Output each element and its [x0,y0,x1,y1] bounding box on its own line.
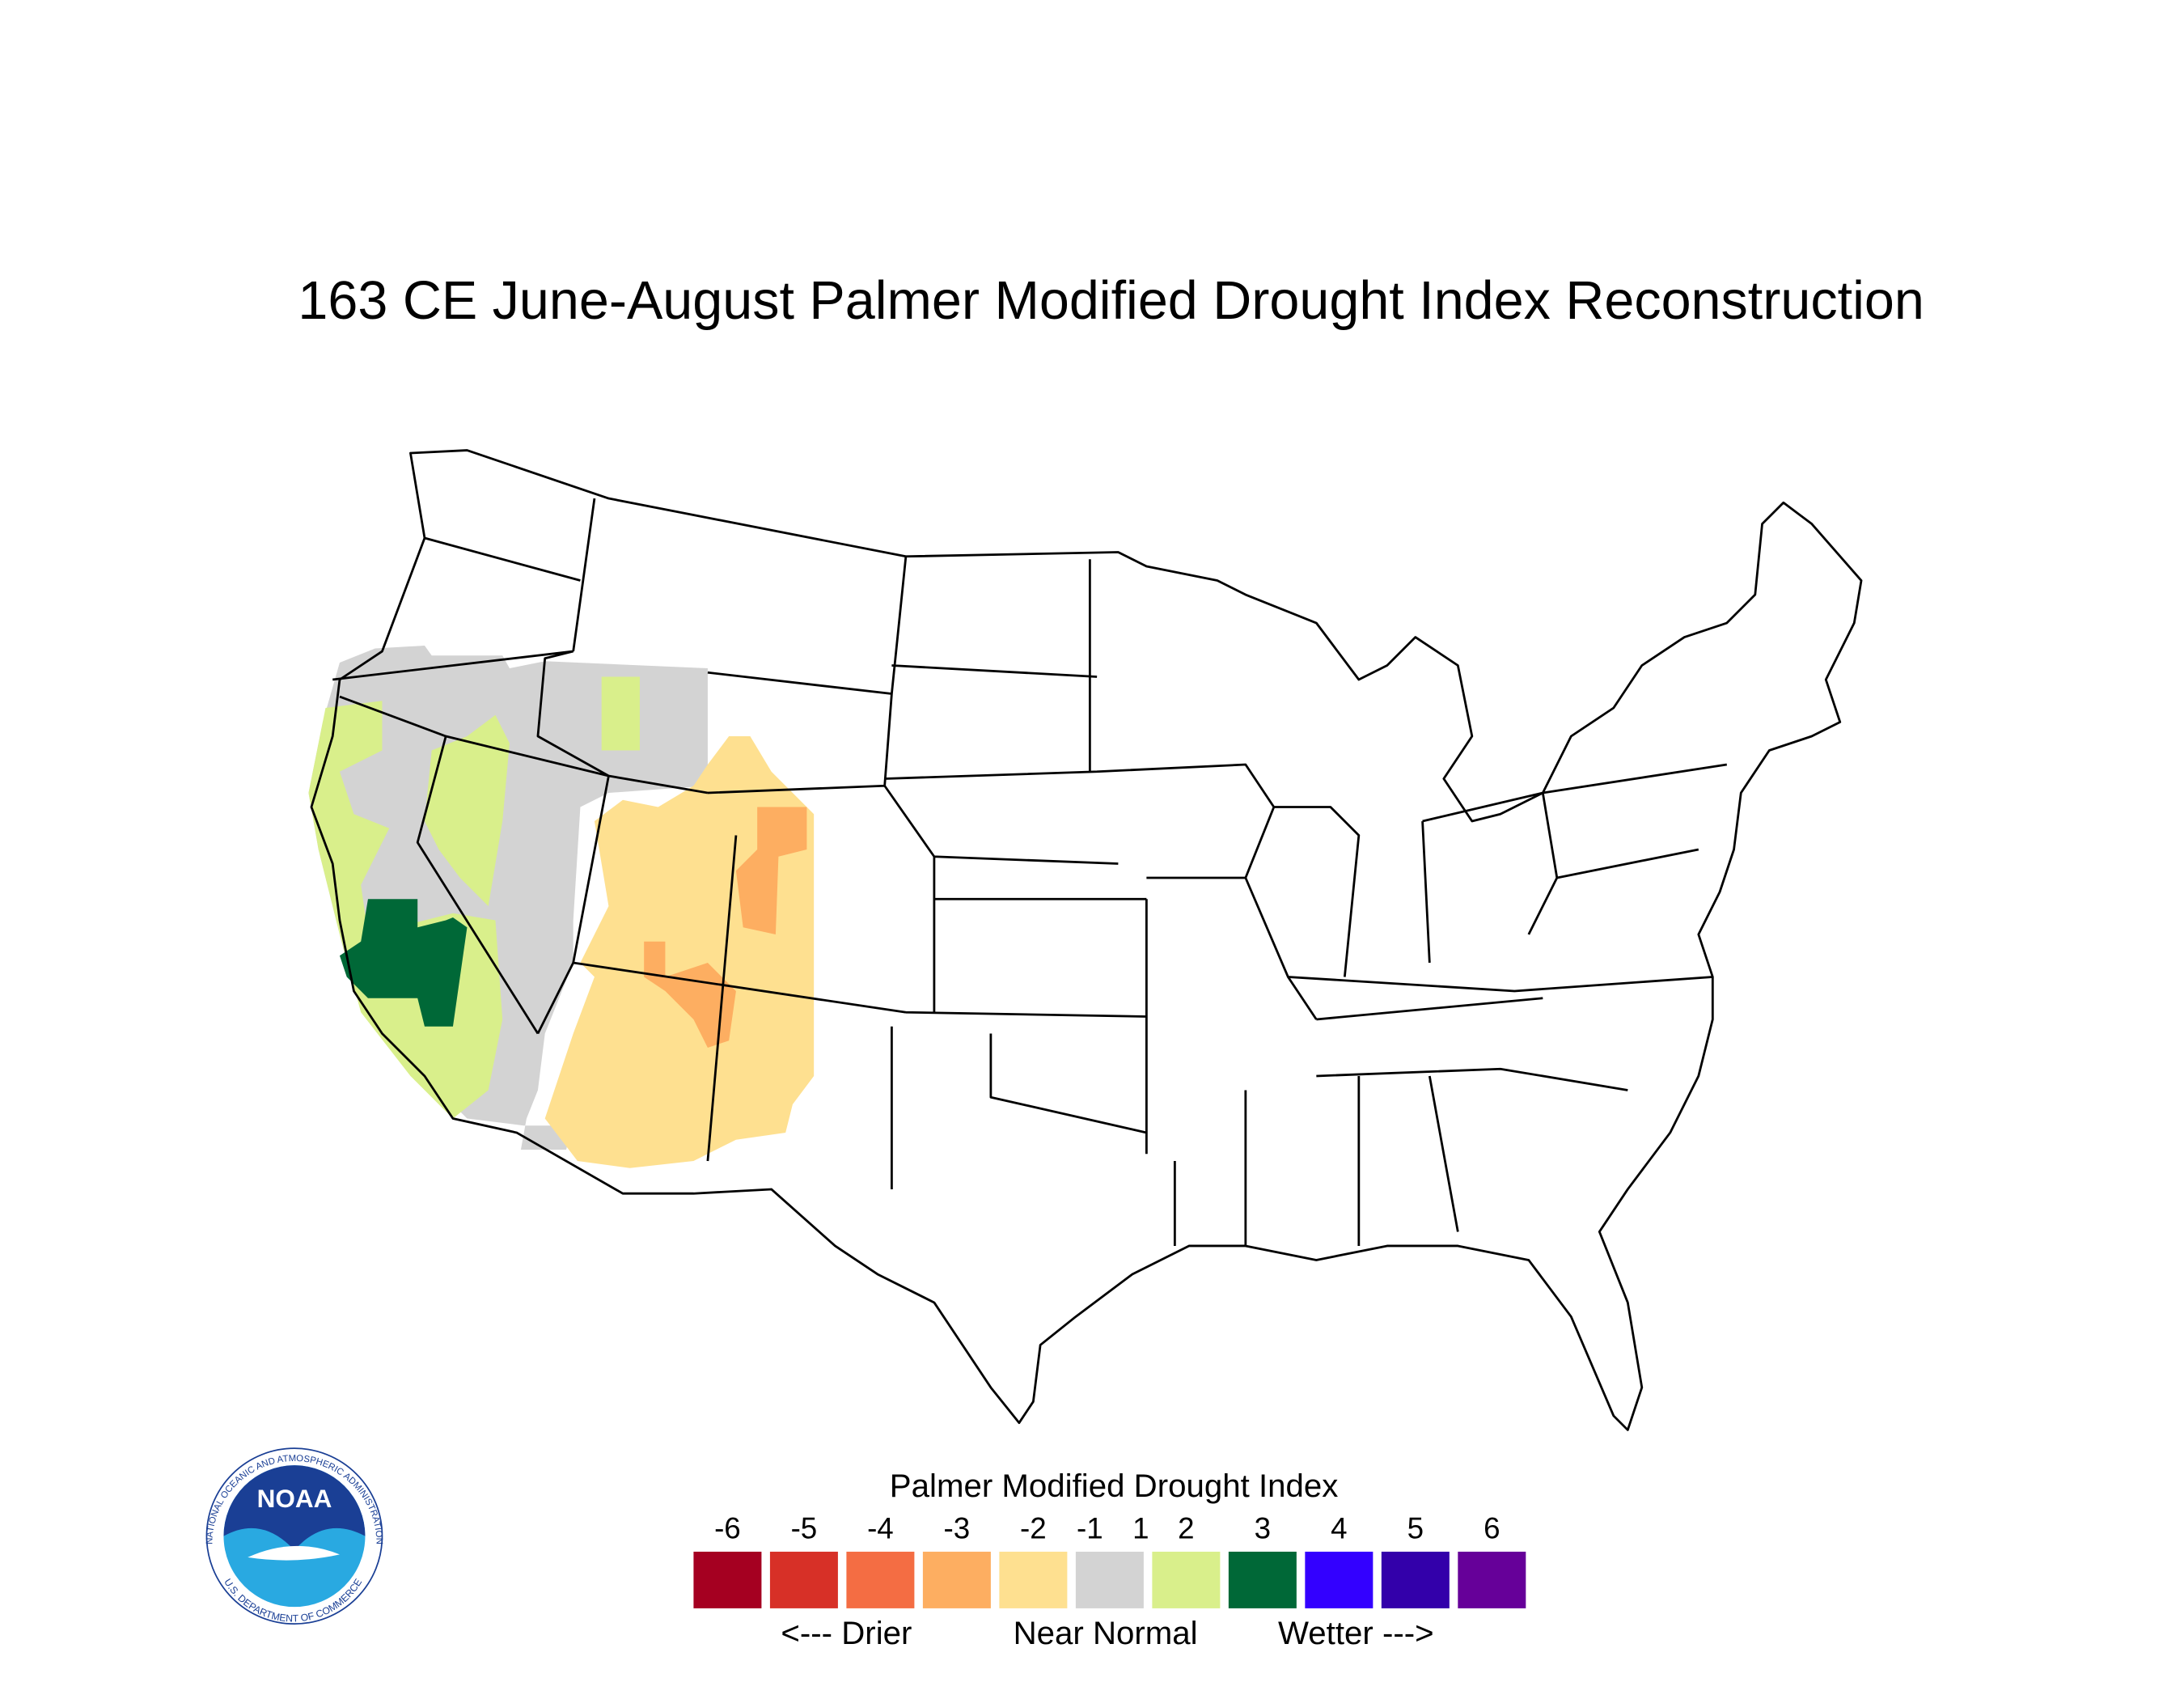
legend-normal: Near Normal [1014,1615,1198,1651]
legend-label: -3 [944,1511,971,1544]
legend-label: 1 [1132,1511,1149,1544]
legend-swatch [999,1551,1068,1608]
legend-swatch [846,1551,915,1608]
legend-swatch [1075,1551,1144,1608]
legend-swatch [1458,1551,1526,1608]
legend-wetter: Wetter ---> [1278,1615,1434,1651]
very-wet-area [339,899,468,1027]
legend-swatch [1381,1551,1450,1608]
legend-title: Palmer Modified Drought Index [890,1468,1339,1504]
wet-area [601,676,640,751]
legend-label: 6 [1484,1511,1500,1544]
legend: Palmer Modified Drought Index <--- Drier… [693,1468,1526,1651]
state-borders [310,449,1863,1431]
state-lines [332,498,1728,1246]
us-outline [310,449,1863,1431]
legend-label: -1 [1077,1511,1103,1544]
legend-label: -4 [867,1511,894,1544]
legend-label: 2 [1178,1511,1194,1544]
noaa-logo: NOAA NATIONAL OCEANIC AND ATMOSPHERIC AD… [205,1447,384,1625]
title: 163 CE June-August Palmer Modified Droug… [298,271,1924,331]
wet-area [424,714,510,906]
logo-top [223,1465,366,1551]
legend-swatch [922,1551,991,1608]
legend-label: 4 [1331,1511,1347,1544]
logo-gull [248,1545,340,1561]
legend-drier: <--- Drier [781,1615,912,1651]
legend-label: -5 [791,1511,818,1544]
very-dry-area [644,941,736,1048]
legend-label: 3 [1255,1511,1271,1544]
legend-label: 5 [1407,1511,1424,1544]
legend-label: -6 [714,1511,741,1544]
legend-swatch [1305,1551,1373,1608]
legend-swatch [693,1551,762,1608]
legend-swatch [769,1551,838,1608]
dry-area [544,736,815,1168]
pmdi-field [308,646,815,1168]
legend-label: -2 [1020,1511,1047,1544]
very-dry-area [735,807,807,934]
logo-name: NOAA [257,1484,332,1513]
legend-swatch [1152,1551,1221,1608]
legend-swatch [1228,1551,1297,1608]
